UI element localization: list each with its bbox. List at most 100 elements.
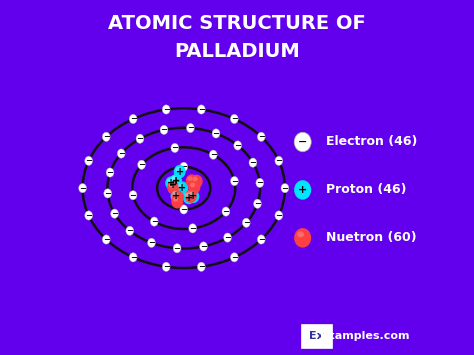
Text: −: − bbox=[107, 168, 114, 177]
Ellipse shape bbox=[191, 175, 203, 188]
Text: +: + bbox=[178, 183, 186, 193]
Ellipse shape bbox=[249, 158, 257, 167]
Text: −: − bbox=[243, 218, 250, 227]
Ellipse shape bbox=[170, 174, 182, 188]
Ellipse shape bbox=[184, 193, 190, 197]
Ellipse shape bbox=[85, 156, 92, 165]
Ellipse shape bbox=[222, 207, 230, 216]
Ellipse shape bbox=[172, 190, 184, 204]
Text: −: − bbox=[256, 179, 263, 187]
Text: Examples.com: Examples.com bbox=[320, 331, 410, 341]
Ellipse shape bbox=[170, 174, 182, 188]
Text: −: − bbox=[151, 217, 158, 226]
Ellipse shape bbox=[102, 235, 110, 244]
Ellipse shape bbox=[230, 114, 238, 124]
Ellipse shape bbox=[136, 134, 144, 143]
Ellipse shape bbox=[165, 176, 177, 190]
Text: −: − bbox=[85, 156, 92, 165]
Ellipse shape bbox=[171, 143, 179, 153]
Ellipse shape bbox=[185, 190, 197, 203]
Text: −: − bbox=[231, 114, 238, 124]
Ellipse shape bbox=[186, 124, 194, 133]
Ellipse shape bbox=[173, 197, 178, 202]
Ellipse shape bbox=[168, 178, 180, 192]
Text: +: + bbox=[172, 176, 180, 186]
Ellipse shape bbox=[186, 174, 198, 188]
Text: +: + bbox=[189, 191, 198, 201]
Ellipse shape bbox=[174, 165, 186, 178]
Ellipse shape bbox=[147, 238, 155, 247]
FancyBboxPatch shape bbox=[301, 324, 332, 348]
Text: −: − bbox=[275, 156, 283, 165]
Ellipse shape bbox=[137, 160, 146, 169]
Text: −: − bbox=[222, 207, 229, 216]
Ellipse shape bbox=[200, 242, 208, 251]
Ellipse shape bbox=[294, 132, 311, 152]
Ellipse shape bbox=[190, 182, 195, 187]
Text: −: − bbox=[189, 224, 196, 233]
Ellipse shape bbox=[172, 191, 177, 196]
Ellipse shape bbox=[234, 141, 242, 150]
Text: −: − bbox=[234, 141, 241, 150]
Ellipse shape bbox=[187, 190, 200, 203]
Text: −: − bbox=[180, 162, 187, 171]
Ellipse shape bbox=[188, 181, 201, 194]
Text: +: + bbox=[185, 192, 193, 202]
Text: −: − bbox=[79, 184, 86, 193]
Text: −: − bbox=[200, 242, 207, 251]
Text: −: − bbox=[163, 262, 170, 271]
Ellipse shape bbox=[186, 191, 191, 196]
Text: −: − bbox=[126, 226, 133, 235]
Ellipse shape bbox=[242, 218, 250, 228]
Text: −: − bbox=[130, 253, 137, 262]
Text: −: − bbox=[173, 244, 181, 253]
Text: +: + bbox=[167, 178, 175, 188]
Ellipse shape bbox=[183, 191, 195, 204]
Text: −: − bbox=[187, 124, 194, 132]
Text: +: + bbox=[170, 180, 178, 190]
Text: −: − bbox=[231, 176, 238, 186]
Text: −: − bbox=[198, 262, 205, 271]
Ellipse shape bbox=[110, 209, 118, 218]
Ellipse shape bbox=[197, 105, 205, 114]
Text: −: − bbox=[210, 150, 217, 159]
Ellipse shape bbox=[256, 178, 264, 187]
Text: −: − bbox=[104, 189, 111, 198]
Ellipse shape bbox=[171, 195, 183, 208]
Ellipse shape bbox=[281, 184, 289, 193]
Text: Electron (46): Electron (46) bbox=[326, 136, 417, 148]
Ellipse shape bbox=[162, 262, 170, 272]
Text: −: − bbox=[258, 132, 265, 141]
Ellipse shape bbox=[224, 233, 231, 242]
Ellipse shape bbox=[167, 181, 179, 195]
Text: −: − bbox=[163, 105, 170, 114]
Ellipse shape bbox=[192, 177, 198, 181]
Text: +: + bbox=[172, 176, 180, 186]
Ellipse shape bbox=[257, 132, 265, 141]
Text: −: − bbox=[103, 235, 110, 244]
Text: −: − bbox=[111, 209, 118, 218]
Ellipse shape bbox=[126, 226, 134, 235]
Ellipse shape bbox=[129, 114, 137, 124]
Ellipse shape bbox=[169, 180, 174, 185]
Ellipse shape bbox=[129, 191, 137, 200]
Ellipse shape bbox=[275, 156, 283, 165]
Ellipse shape bbox=[189, 192, 194, 196]
Ellipse shape bbox=[129, 253, 137, 262]
Ellipse shape bbox=[275, 211, 283, 220]
Text: PALLADIUM: PALLADIUM bbox=[174, 42, 300, 61]
Ellipse shape bbox=[118, 149, 125, 158]
Ellipse shape bbox=[210, 150, 217, 159]
Ellipse shape bbox=[197, 262, 205, 272]
Text: −: − bbox=[298, 137, 307, 147]
Ellipse shape bbox=[102, 132, 110, 141]
Ellipse shape bbox=[160, 125, 168, 135]
Ellipse shape bbox=[162, 105, 170, 114]
Ellipse shape bbox=[173, 192, 179, 197]
Ellipse shape bbox=[175, 167, 181, 171]
Text: −: − bbox=[282, 184, 288, 193]
Text: −: − bbox=[198, 105, 205, 114]
Text: −: − bbox=[224, 233, 231, 242]
Ellipse shape bbox=[294, 180, 311, 200]
Text: +: + bbox=[176, 166, 184, 176]
